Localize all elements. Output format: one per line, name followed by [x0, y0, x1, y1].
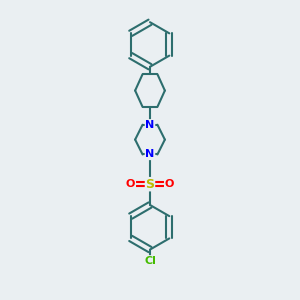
Text: N: N: [146, 120, 154, 130]
Text: Cl: Cl: [144, 256, 156, 266]
Text: O: O: [126, 179, 135, 189]
Text: N: N: [146, 149, 154, 160]
Text: S: S: [146, 178, 154, 191]
Text: O: O: [165, 179, 174, 189]
